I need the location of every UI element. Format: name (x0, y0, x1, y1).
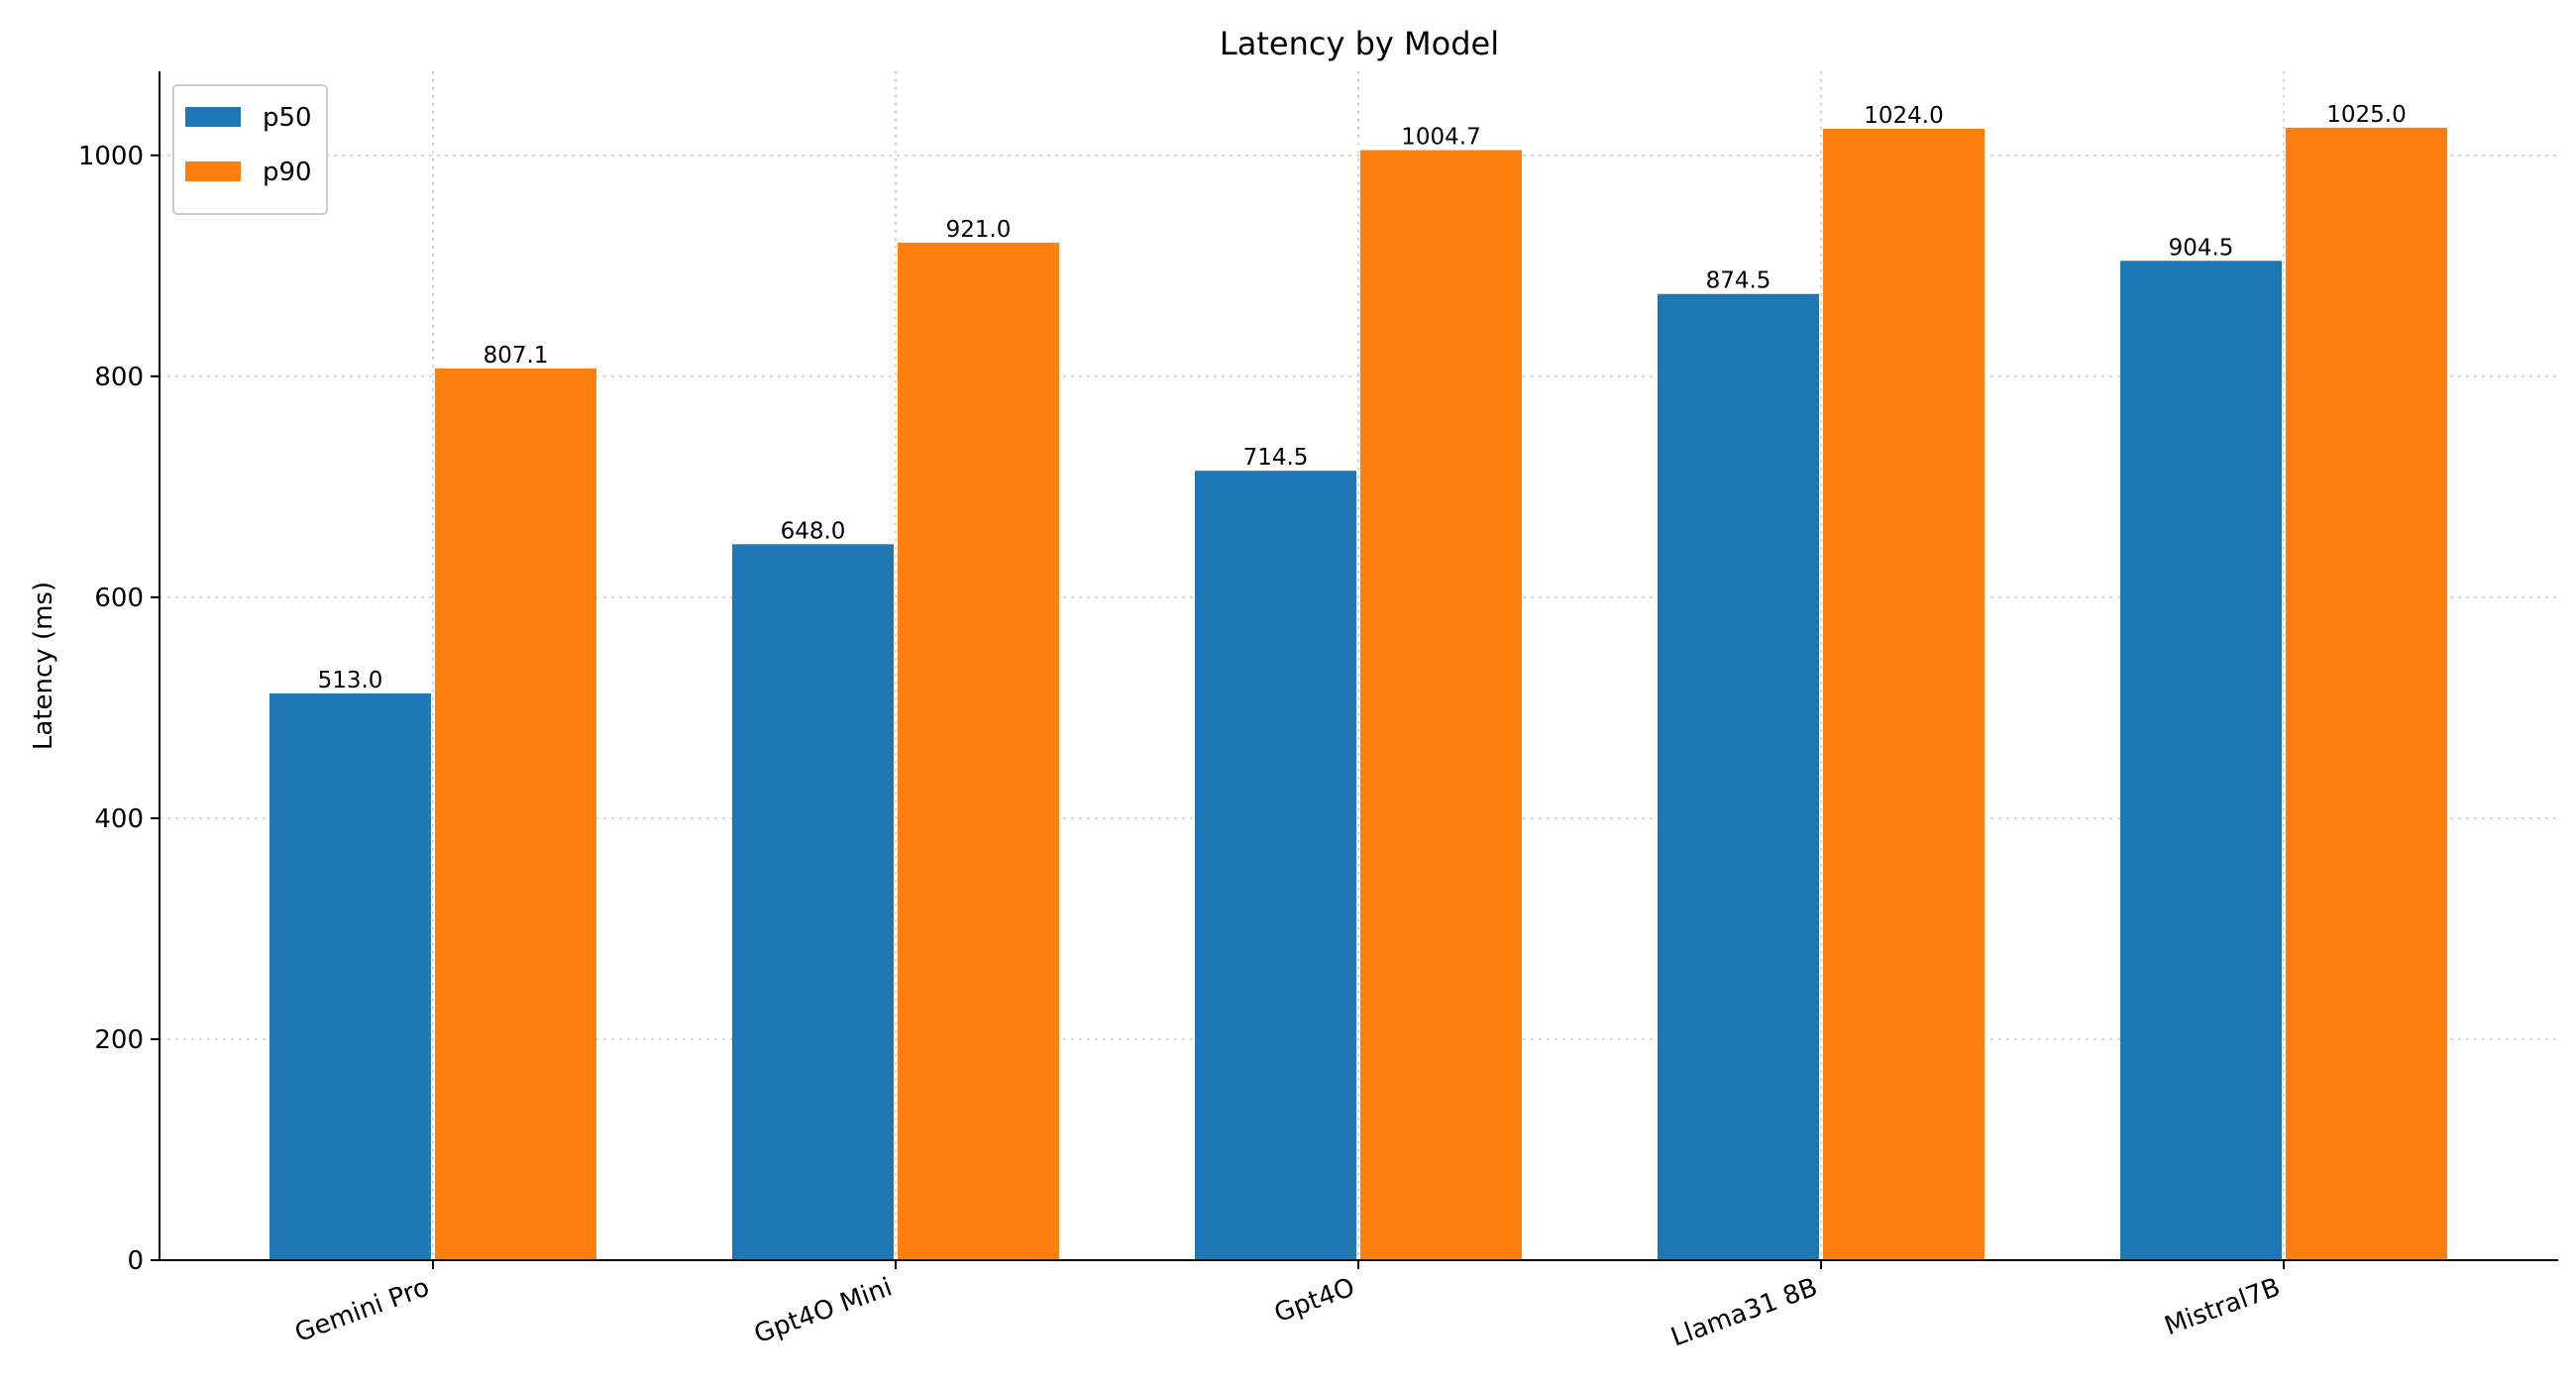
legend-swatch-p90 (185, 161, 241, 181)
bar-p50 (269, 693, 431, 1260)
bar-p90 (2286, 127, 2447, 1260)
x-tick-label: Gpt4O Mini (750, 1272, 896, 1349)
legend-label: p50 (263, 103, 312, 133)
bar-p50 (1658, 293, 1819, 1260)
y-tick-label: 400 (94, 804, 144, 834)
legend: p50 p90 (172, 84, 328, 215)
bars (269, 127, 2447, 1261)
y-tick-label: 200 (94, 1025, 144, 1055)
x-ticks: Gemini Pro Gpt4O Mini Gpt4O Llama31 8B Mistr… (291, 1260, 2285, 1352)
bar-p50 (2120, 261, 2282, 1261)
legend-swatch-p50 (185, 107, 241, 127)
bar-value-label: 921.0 (946, 217, 1012, 243)
x-tick-label: Llama31 8B (1667, 1272, 1822, 1352)
y-tick-label: 600 (94, 584, 144, 613)
bar-value-label: 1024.0 (1864, 103, 1943, 129)
bar-p90 (898, 242, 1059, 1261)
bar-value-label: 904.5 (2169, 235, 2234, 261)
y-axis-label: Latency (ms) (29, 582, 58, 750)
x-tick-label: Mistral7B (2161, 1272, 2285, 1341)
bar-value-label: 513.0 (318, 668, 383, 694)
bar-value-label: 1025.0 (2326, 102, 2406, 128)
bar-p90 (1360, 150, 1522, 1260)
bar-value-label: 1004.7 (1401, 125, 1480, 151)
bar-value-label: 807.1 (483, 343, 549, 369)
bar-value-label: 648.0 (781, 518, 846, 544)
bar-labels: 513.0 648.0 714.5 874.5 904.5 807.1 921.0 1004.… (318, 102, 2407, 694)
y-tick-label: 0 (127, 1246, 144, 1276)
bar-p50 (732, 544, 894, 1260)
y-tick-label: 1000 (78, 142, 144, 171)
bar-p50 (1195, 471, 1356, 1260)
y-tick-label: 800 (94, 363, 144, 392)
chart-title: Latency by Model (1220, 25, 1499, 62)
y-ticks: 0 200 400 600 800 1000 (78, 142, 160, 1276)
x-tick-label: Gemini Pro (291, 1272, 434, 1348)
bar-value-label: 874.5 (1706, 268, 1771, 294)
bar-value-label: 714.5 (1243, 445, 1309, 471)
bar-p90 (1823, 128, 1985, 1261)
bar-p90 (435, 368, 596, 1260)
legend-label: p90 (263, 158, 312, 187)
x-tick-label: Gpt4O (1270, 1272, 1358, 1329)
